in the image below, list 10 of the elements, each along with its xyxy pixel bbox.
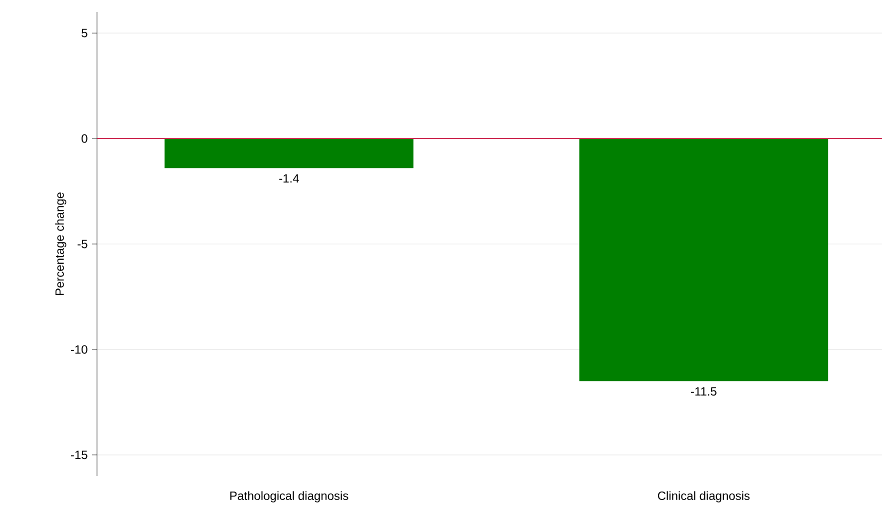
- y-tick-label: -10: [70, 345, 88, 354]
- y-tick-label: 5: [82, 28, 88, 38]
- y-axis-title: Percentage change: [55, 192, 66, 296]
- x-tick-label: Clinical diagnosis: [658, 491, 750, 502]
- y-tick-label: 0: [82, 134, 88, 143]
- data-label: -11.5: [690, 387, 716, 396]
- y-tick-label: -5: [78, 240, 88, 248]
- y-tick-label: -15: [70, 450, 88, 460]
- x-tick-label: Pathological diagnosis: [230, 491, 348, 502]
- data-label: -1.4: [279, 174, 299, 183]
